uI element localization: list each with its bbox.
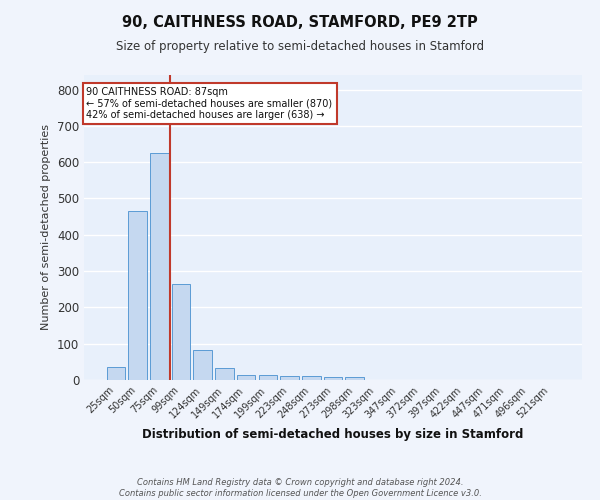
Bar: [215, 368, 233, 380]
Bar: [237, 374, 256, 380]
Text: Contains HM Land Registry data © Crown copyright and database right 2024.
Contai: Contains HM Land Registry data © Crown c…: [119, 478, 481, 498]
Bar: [128, 211, 147, 380]
Text: 90, CAITHNESS ROAD, STAMFORD, PE9 2TP: 90, CAITHNESS ROAD, STAMFORD, PE9 2TP: [122, 15, 478, 30]
Bar: [302, 376, 320, 380]
Y-axis label: Number of semi-detached properties: Number of semi-detached properties: [41, 124, 52, 330]
Text: Size of property relative to semi-detached houses in Stamford: Size of property relative to semi-detach…: [116, 40, 484, 53]
Bar: [193, 350, 212, 380]
Bar: [324, 377, 342, 380]
Bar: [346, 377, 364, 380]
Bar: [280, 376, 299, 380]
Bar: [107, 368, 125, 380]
Bar: [259, 376, 277, 380]
Bar: [172, 284, 190, 380]
Bar: [150, 153, 169, 380]
X-axis label: Distribution of semi-detached houses by size in Stamford: Distribution of semi-detached houses by …: [142, 428, 524, 441]
Text: 90 CAITHNESS ROAD: 87sqm
← 57% of semi-detached houses are smaller (870)
42% of : 90 CAITHNESS ROAD: 87sqm ← 57% of semi-d…: [86, 87, 332, 120]
